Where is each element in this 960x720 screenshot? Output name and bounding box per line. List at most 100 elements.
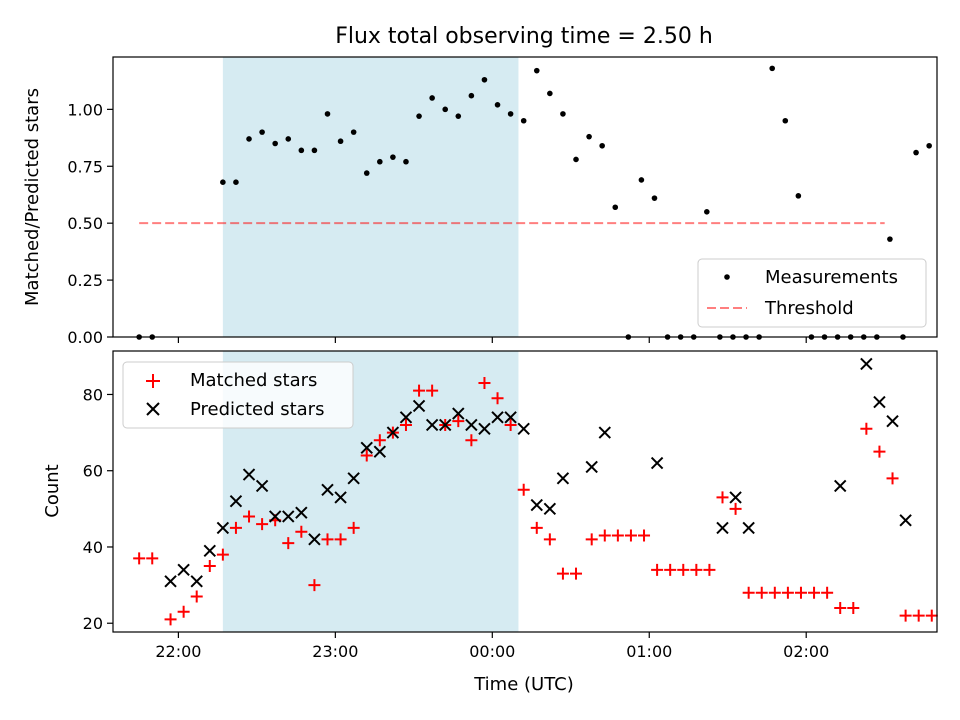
measurement-point xyxy=(416,113,422,119)
predicted-star-point xyxy=(530,498,543,512)
top-y-ticks: 0.00 0.25 0.50 0.75 1.00 xyxy=(67,100,113,347)
predicted-star-point xyxy=(164,575,177,588)
predicted-star-point xyxy=(716,521,729,535)
matched-star-point xyxy=(229,521,242,534)
top-y-tick-label: 0.75 xyxy=(67,157,103,176)
predicted-star-point xyxy=(834,479,847,493)
predicted-star-point xyxy=(177,563,190,577)
predicted-star-point xyxy=(242,468,256,481)
measurement-point xyxy=(612,204,619,211)
legend-marker-predicted xyxy=(146,402,160,416)
matched-star-point xyxy=(729,502,742,515)
measurement-point xyxy=(233,179,239,186)
matched-star-point xyxy=(190,590,203,603)
predicted-star-point xyxy=(386,426,400,439)
predicted-star-point xyxy=(412,399,426,413)
matched-star-point xyxy=(912,609,925,622)
matched-star-point xyxy=(478,377,491,390)
top-y-tick-label: 0.50 xyxy=(67,214,103,233)
matched-star-point xyxy=(164,613,177,626)
legend-label-measurements: Measurements xyxy=(765,267,898,288)
matched-star-point xyxy=(925,609,938,622)
legend-label-threshold: Threshold xyxy=(764,298,854,319)
matched-star-point xyxy=(177,605,190,618)
measurement-point xyxy=(403,158,409,165)
matched-star-point xyxy=(703,563,716,576)
predicted-star-point xyxy=(478,422,491,435)
legend-label-matched: Matched stars xyxy=(190,370,317,391)
predicted-star-point xyxy=(452,407,465,420)
predicted-star-point xyxy=(334,491,347,504)
predicted-star-point xyxy=(268,510,282,523)
measurement-point xyxy=(651,195,658,201)
matched-star-point xyxy=(742,586,755,599)
matched-star-point xyxy=(308,579,321,592)
matched-star-point xyxy=(491,392,504,405)
matched-star-point xyxy=(256,518,269,531)
matched-star-point xyxy=(755,586,768,599)
measurement-point xyxy=(377,158,383,165)
predicted-star-point xyxy=(543,502,557,516)
measurement-point xyxy=(586,133,592,140)
measurement-point xyxy=(442,106,449,113)
predicted-star-point xyxy=(465,418,478,432)
matched-star-point xyxy=(624,529,637,542)
top-axes-frame xyxy=(112,56,938,338)
matched-star-point xyxy=(334,533,347,546)
measurement-point xyxy=(704,208,710,215)
x-tick-label: 02:00 xyxy=(783,642,829,661)
measurement-point xyxy=(220,179,226,186)
matched-star-point xyxy=(585,533,598,546)
matched-star-point xyxy=(794,586,807,599)
predicted-star-point xyxy=(308,533,321,546)
measurement-point xyxy=(769,65,775,72)
predicted-star-point xyxy=(598,426,611,439)
matched-star-point xyxy=(570,567,583,580)
predicted-star-point xyxy=(860,357,873,371)
matched-star-point xyxy=(373,434,386,447)
measurement-point xyxy=(311,147,318,154)
measurement-point xyxy=(259,129,265,135)
measurement-point xyxy=(285,136,292,142)
measurement-point xyxy=(350,129,357,135)
matched-star-point xyxy=(664,563,677,576)
measurement-point xyxy=(795,193,802,199)
measurement-point xyxy=(573,156,579,163)
matched-star-point xyxy=(677,563,690,576)
predicted-star-point xyxy=(886,414,899,428)
bottom-panel: 20 40 60 80 22:00 23:00 00:00 01:00 02:00 Count… xyxy=(42,350,938,695)
predicted-star-point xyxy=(585,460,598,474)
measurement-point xyxy=(494,102,501,108)
predicted-star-point xyxy=(650,456,664,470)
predicted-star-point xyxy=(360,441,373,455)
matched-star-point xyxy=(146,552,159,565)
legend-label-predicted: Predicted stars xyxy=(190,399,324,420)
measurement-point xyxy=(547,90,553,97)
top-y-tick-label: 0.25 xyxy=(67,271,103,290)
predicted-star-point xyxy=(556,472,570,485)
x-tick-label: 22:00 xyxy=(155,642,201,661)
x-tick-label: 01:00 xyxy=(626,642,672,661)
matched-star-point xyxy=(465,434,478,447)
matched-star-point xyxy=(282,537,295,550)
legend-marker-matched xyxy=(146,374,160,388)
top-legend: Measurements Threshold xyxy=(697,258,927,328)
matched-star-point xyxy=(295,525,308,538)
bottom-legend: Matched stars Predicted stars xyxy=(122,361,354,429)
measurement-point xyxy=(913,149,919,156)
matched-star-point xyxy=(651,563,664,576)
predicted-star-point xyxy=(517,422,530,435)
matched-star-point xyxy=(413,384,426,397)
predicted-star-point xyxy=(873,395,886,409)
predicted-star-point xyxy=(504,411,517,424)
predicted-star-point xyxy=(439,418,452,432)
matched-star-point xyxy=(543,533,556,546)
matched-star-point xyxy=(203,560,216,573)
measurement-point xyxy=(468,92,475,99)
measurement-point xyxy=(337,138,344,145)
measurement-point xyxy=(363,170,370,176)
predicted-star-point xyxy=(190,575,203,588)
top-y-tick-label: 0.00 xyxy=(67,328,103,347)
matched-star-point xyxy=(847,601,860,614)
x-tick-label: 23:00 xyxy=(312,642,358,661)
